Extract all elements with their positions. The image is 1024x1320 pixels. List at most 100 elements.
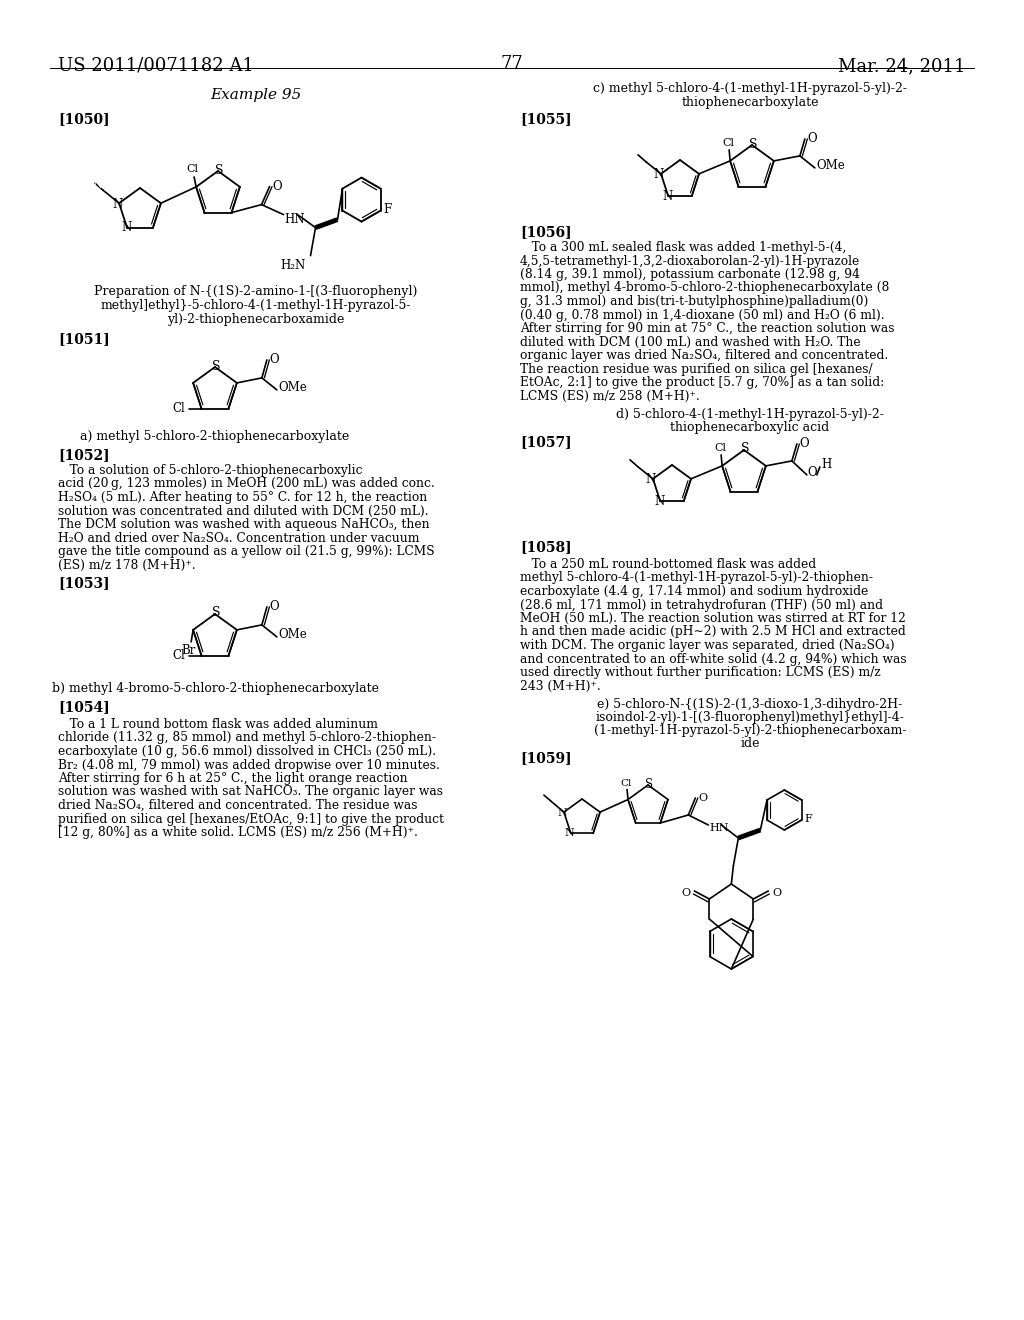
Text: thiophenecarboxylic acid: thiophenecarboxylic acid [671, 421, 829, 434]
Text: S: S [215, 164, 223, 177]
Text: ecarboxylate (10 g, 56.6 mmol) dissolved in CHCl₃ (250 mL).: ecarboxylate (10 g, 56.6 mmol) dissolved… [58, 744, 436, 758]
Text: OMe: OMe [279, 381, 307, 395]
Text: F: F [805, 814, 812, 824]
Text: H₂O and dried over Na₂SO₄. Concentration under vacuum: H₂O and dried over Na₂SO₄. Concentration… [58, 532, 420, 544]
Text: N: N [654, 169, 665, 181]
Text: Example 95: Example 95 [210, 88, 302, 102]
Text: O: O [270, 601, 280, 614]
Text: H: H [821, 458, 831, 471]
Text: d) 5-chloro-4-(1-methyl-1H-pyrazol-5-yl)-2-: d) 5-chloro-4-(1-methyl-1H-pyrazol-5-yl)… [616, 408, 884, 421]
Text: [1055]: [1055] [520, 112, 571, 125]
Text: isoindol-2-yl)-1-[(3-fluorophenyl)methyl}ethyl]-4-: isoindol-2-yl)-1-[(3-fluorophenyl)methyl… [596, 711, 904, 723]
Text: and concentrated to an off-white solid (4.2 g, 94%) which was: and concentrated to an off-white solid (… [520, 652, 906, 665]
Text: H₂SO₄ (5 mL). After heating to 55° C. for 12 h, the reaction: H₂SO₄ (5 mL). After heating to 55° C. fo… [58, 491, 427, 504]
Text: mmol), methyl 4-bromo-5-chloro-2-thiophenecarboxylate (8: mmol), methyl 4-bromo-5-chloro-2-thiophe… [520, 281, 890, 294]
Text: US 2011/0071182 A1: US 2011/0071182 A1 [58, 57, 254, 75]
Text: MeOH (50 mL). The reaction solution was stirred at RT for 12: MeOH (50 mL). The reaction solution was … [520, 612, 906, 624]
Text: S: S [740, 442, 750, 455]
Text: [1059]: [1059] [520, 751, 571, 766]
Text: gave the title compound as a yellow oil (21.5 g, 99%): LCMS: gave the title compound as a yellow oil … [58, 545, 434, 558]
Text: H₂N: H₂N [281, 259, 305, 272]
Text: O: O [808, 466, 817, 479]
Text: N: N [654, 495, 665, 508]
Text: dried Na₂SO₄, filtered and concentrated. The residue was: dried Na₂SO₄, filtered and concentrated.… [58, 799, 418, 812]
Text: Br: Br [181, 644, 196, 657]
Text: solution was concentrated and diluted with DCM (250 mL).: solution was concentrated and diluted wi… [58, 504, 429, 517]
Text: Cl: Cl [173, 403, 185, 414]
Text: (1-methyl-1H-pyrazol-5-yl)-2-thiophenecarboxam-: (1-methyl-1H-pyrazol-5-yl)-2-thiopheneca… [594, 723, 906, 737]
Text: [1053]: [1053] [58, 576, 110, 590]
Text: methyl 5-chloro-4-(1-methyl-1H-pyrazol-5-yl)-2-thiophen-: methyl 5-chloro-4-(1-methyl-1H-pyrazol-5… [520, 572, 873, 585]
Text: N: N [565, 829, 574, 838]
Text: O: O [272, 180, 283, 193]
Text: S: S [212, 606, 220, 619]
Text: [1052]: [1052] [58, 447, 110, 462]
Text: [1058]: [1058] [520, 540, 571, 554]
Text: To a 300 mL sealed flask was added 1-methyl-5-(4,: To a 300 mL sealed flask was added 1-met… [520, 242, 847, 253]
Text: LCMS (ES) m/z 258 (M+H)⁺.: LCMS (ES) m/z 258 (M+H)⁺. [520, 389, 699, 403]
Text: N: N [663, 190, 673, 203]
Text: O: O [698, 793, 708, 803]
Text: g, 31.3 mmol) and bis(tri-t-butylphosphine)palladium(0): g, 31.3 mmol) and bis(tri-t-butylphosphi… [520, 294, 868, 308]
Text: EtOAc, 2:1] to give the product [5.7 g, 70%] as a tan solid:: EtOAc, 2:1] to give the product [5.7 g, … [520, 376, 885, 389]
Text: To a 250 mL round-bottomed flask was added: To a 250 mL round-bottomed flask was add… [520, 558, 816, 572]
Text: [1056]: [1056] [520, 224, 571, 239]
Text: b) methyl 4-bromo-5-chloro-2-thiophenecarboxylate: b) methyl 4-bromo-5-chloro-2-thiopheneca… [51, 682, 379, 696]
Text: Mar. 24, 2011: Mar. 24, 2011 [839, 57, 966, 75]
Text: [1051]: [1051] [58, 333, 110, 346]
Text: h and then made acidic (pH∼2) with 2.5 M HCl and extracted: h and then made acidic (pH∼2) with 2.5 M… [520, 626, 906, 639]
Text: ecarboxylate (4.4 g, 17.14 mmol) and sodium hydroxide: ecarboxylate (4.4 g, 17.14 mmol) and sod… [520, 585, 868, 598]
Text: ide: ide [740, 737, 760, 750]
Text: O: O [808, 132, 817, 145]
Text: yl)-2-thiophenecarboxamide: yl)-2-thiophenecarboxamide [167, 313, 345, 326]
Text: organic layer was dried Na₂SO₄, filtered and concentrated.: organic layer was dried Na₂SO₄, filtered… [520, 348, 888, 362]
Text: HN: HN [710, 822, 729, 833]
Text: (8.14 g, 39.1 mmol), potassium carbonate (12.98 g, 94: (8.14 g, 39.1 mmol), potassium carbonate… [520, 268, 860, 281]
Text: purified on silica gel [hexanes/EtOAc, 9:1] to give the product: purified on silica gel [hexanes/EtOAc, 9… [58, 813, 444, 825]
Text: O: O [681, 888, 690, 898]
Text: c) methyl 5-chloro-4-(1-methyl-1H-pyrazol-5-yl)-2-: c) methyl 5-chloro-4-(1-methyl-1H-pyrazo… [593, 82, 907, 95]
Text: 77: 77 [501, 55, 523, 73]
Text: diluted with DCM (100 mL) and washed with H₂O. The: diluted with DCM (100 mL) and washed wit… [520, 335, 860, 348]
Text: Br₂ (4.08 ml, 79 mmol) was added dropwise over 10 minutes.: Br₂ (4.08 ml, 79 mmol) was added dropwis… [58, 759, 440, 771]
Text: solution was washed with sat NaHCO₃. The organic layer was: solution was washed with sat NaHCO₃. The… [58, 785, 443, 799]
Text: N: N [112, 198, 122, 211]
Text: with DCM. The organic layer was separated, dried (Na₂SO₄): with DCM. The organic layer was separate… [520, 639, 895, 652]
Text: Cl: Cl [186, 164, 198, 174]
Text: The DCM solution was washed with aqueous NaHCO₃, then: The DCM solution was washed with aqueous… [58, 517, 430, 531]
Text: O: O [772, 888, 781, 898]
Text: The reaction residue was purified on silica gel [hexanes/: The reaction residue was purified on sil… [520, 363, 872, 375]
Text: F: F [384, 203, 392, 216]
Text: N: N [557, 808, 567, 818]
Text: methyl]ethyl}-5-chloro-4-(1-methyl-1H-pyrazol-5-: methyl]ethyl}-5-chloro-4-(1-methyl-1H-py… [100, 300, 412, 312]
Text: chloride (11.32 g, 85 mmol) and methyl 5-chloro-2-thiophen-: chloride (11.32 g, 85 mmol) and methyl 5… [58, 731, 436, 744]
Text: N: N [94, 181, 102, 190]
Text: Cl: Cl [621, 779, 632, 788]
Text: N: N [121, 222, 131, 234]
Text: Cl: Cl [722, 137, 734, 148]
Text: S: S [749, 137, 758, 150]
Text: Cl: Cl [173, 649, 185, 663]
Text: (0.40 g, 0.78 mmol) in 1,4-dioxane (50 ml) and H₂O (6 ml).: (0.40 g, 0.78 mmol) in 1,4-dioxane (50 m… [520, 309, 885, 322]
Text: Preparation of N-{(1S)-2-amino-1-[(3-fluorophenyl): Preparation of N-{(1S)-2-amino-1-[(3-flu… [94, 285, 418, 298]
Text: After stirring for 6 h at 25° C., the light orange reaction: After stirring for 6 h at 25° C., the li… [58, 772, 408, 785]
Text: O: O [270, 354, 280, 367]
Text: [12 g, 80%] as a white solid. LCMS (ES) m/z 256 (M+H)⁺.: [12 g, 80%] as a white solid. LCMS (ES) … [58, 826, 418, 840]
Text: S: S [645, 777, 653, 791]
Text: To a solution of 5-chloro-2-thiophenecarboxylic: To a solution of 5-chloro-2-thiophenecar… [58, 465, 362, 477]
Text: N: N [646, 474, 656, 486]
Text: S: S [212, 359, 220, 372]
Text: 4,5,5-tetramethyl-1,3,2-dioxaborolan-2-yl)-1H-pyrazole: 4,5,5-tetramethyl-1,3,2-dioxaborolan-2-y… [520, 255, 860, 268]
Text: HN: HN [285, 213, 305, 226]
Text: [1057]: [1057] [520, 436, 571, 449]
Text: After stirring for 90 min at 75° C., the reaction solution was: After stirring for 90 min at 75° C., the… [520, 322, 895, 335]
Text: acid (20 g, 123 mmoles) in MeOH (200 mL) was added conc.: acid (20 g, 123 mmoles) in MeOH (200 mL)… [58, 478, 435, 491]
Text: (28.6 ml, 171 mmol) in tetrahydrofuran (THF) (50 ml) and: (28.6 ml, 171 mmol) in tetrahydrofuran (… [520, 598, 883, 611]
Text: OMe: OMe [817, 160, 846, 173]
Text: Cl: Cl [714, 444, 726, 453]
Text: [1050]: [1050] [58, 112, 110, 125]
Text: [1054]: [1054] [58, 700, 110, 714]
Text: O: O [800, 437, 810, 450]
Text: To a 1 L round bottom flask was added aluminum: To a 1 L round bottom flask was added al… [58, 718, 378, 731]
Text: thiophenecarboxylate: thiophenecarboxylate [681, 96, 819, 110]
